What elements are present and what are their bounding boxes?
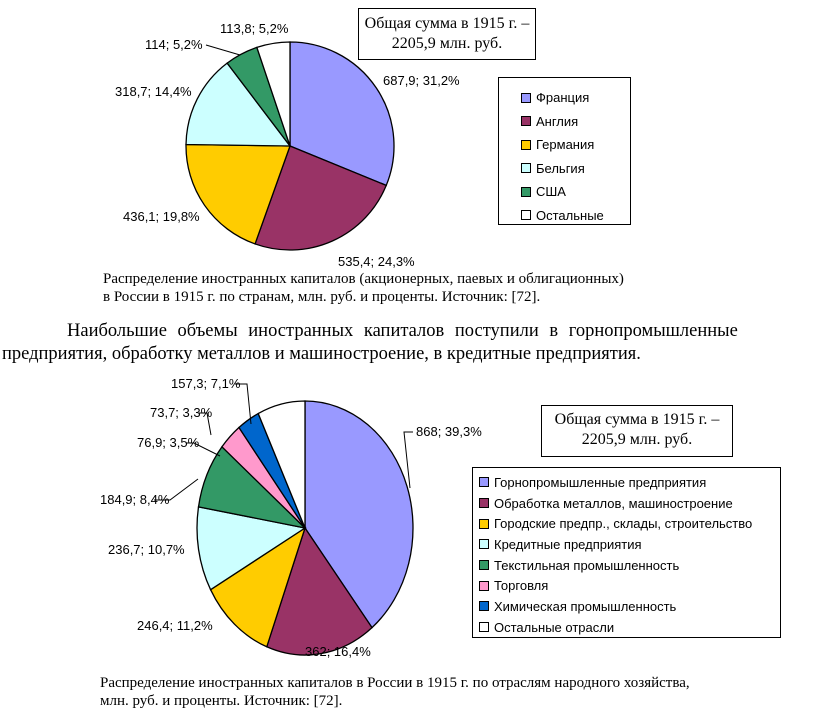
legend-swatch-icon xyxy=(479,580,489,591)
legend-item: Химическая промышленность xyxy=(479,596,780,617)
data-label: 73,7; 3,3% xyxy=(150,405,213,420)
leader-line xyxy=(403,431,413,489)
legend-label: Городские предпр., склады, строительство xyxy=(494,516,753,532)
pie-slice-2-8 xyxy=(257,400,306,529)
legend-label: Обработка металлов, машиностроение xyxy=(494,495,733,511)
legend-item: Остальные xyxy=(521,204,630,228)
legend-label: Бельгия xyxy=(536,160,585,176)
total-box-line: 2205,9 млн. руб. xyxy=(391,35,503,52)
legend-item: Бельгия xyxy=(521,157,630,181)
data-label: 868; 39,3% xyxy=(416,424,482,439)
data-label: 318,7; 14,4% xyxy=(115,84,192,99)
legend-item: Городские предпр., склады, строительство xyxy=(479,513,780,534)
legend-item: Германия xyxy=(521,133,630,157)
legend-label: Кредитные предприятия xyxy=(494,536,642,552)
pie-slice-1-2 xyxy=(254,145,388,251)
data-label: 157,3; 7,1% xyxy=(171,376,241,391)
legend-label: Германия xyxy=(536,137,595,153)
legend-label: Франция xyxy=(536,90,590,106)
legend-item: Остальные отрасли xyxy=(479,617,780,638)
legend-swatch-icon xyxy=(479,518,489,529)
leader-line xyxy=(205,44,241,56)
data-label: 687,9; 31,2% xyxy=(383,73,460,88)
data-label: 113,8; 5,2% xyxy=(220,21,289,36)
legend-item: Кредитные предприятия xyxy=(479,534,780,555)
legend-label: США xyxy=(536,184,566,200)
legend-swatch-icon xyxy=(479,560,489,571)
legend-item: США xyxy=(521,180,630,204)
total-box-line: 2205,9 млн. руб. xyxy=(581,431,693,448)
total-box-line: Общая сумма в 1915 г. – xyxy=(364,15,530,32)
data-label: 246,4; 11,2% xyxy=(137,618,213,633)
data-label: 236,7; 10,7% xyxy=(108,542,185,557)
data-label: 114; 5,2% xyxy=(145,37,203,52)
legend-swatch-icon xyxy=(479,622,489,633)
caption-line: Распределение иностранных капиталов в Ро… xyxy=(100,675,690,691)
pie-slice-1-4 xyxy=(185,62,292,147)
legend-item: Торговля xyxy=(479,575,780,596)
legend-label: Остальные отрасли xyxy=(494,619,615,635)
pie-slice-2-2 xyxy=(265,526,373,656)
pie-slice-1-3 xyxy=(185,143,291,245)
legend-label: Химическая промышленность xyxy=(494,598,677,614)
data-label: 362; 16,4% xyxy=(305,644,371,659)
pie-slice-2-4 xyxy=(196,506,307,591)
data-label: 184,9; 8,4% xyxy=(100,492,170,507)
legend-label: Англия xyxy=(536,113,579,129)
legend-swatch-icon xyxy=(521,163,531,174)
legend-swatch-icon xyxy=(521,186,531,197)
legend-label: Остальные xyxy=(536,207,604,223)
body-paragraph: Наибольшие объемы иностранных капиталов … xyxy=(0,320,805,366)
pie-slice-1-1 xyxy=(289,41,395,187)
legend-swatch-icon xyxy=(521,210,531,221)
pie-slice-2-3 xyxy=(209,526,307,648)
leader-line xyxy=(199,412,212,436)
caption-1: Распределение иностранных капиталов (акц… xyxy=(103,270,624,306)
caption-line: в России в 1915 г. по странам, млн. руб.… xyxy=(103,289,541,305)
legend-2: Горнопромышленные предприятия Обработка м… xyxy=(472,467,781,638)
total-box-2: Общая сумма в 1915 г. – 2205,9 млн. руб. xyxy=(541,405,733,457)
legend-1: Франция Англия Германия Бельгия США Остальные xyxy=(498,77,631,225)
pie-slice-1-6 xyxy=(256,41,291,147)
total-box-1: Общая сумма в 1915 г. – 2205,9 млн. руб. xyxy=(358,8,536,60)
legend-item: Горнопромышленные предприятия xyxy=(479,472,780,493)
total-box-line: Общая сумма в 1915 г. – xyxy=(554,411,720,428)
caption-2: Распределение иностранных капиталов в Ро… xyxy=(100,674,690,710)
leader-line xyxy=(186,442,221,457)
legend-swatch-icon xyxy=(521,116,531,127)
legend-item: Англия xyxy=(521,110,630,134)
leader-line xyxy=(154,478,199,501)
data-label: 535,4; 24,3% xyxy=(338,254,415,269)
pie-slice-2-1 xyxy=(304,400,414,629)
legend-label: Горнопромышленные предприятия xyxy=(494,474,707,490)
paragraph-line: Наибольшие объемы иностранных капиталов … xyxy=(67,321,738,341)
legend-label: Текстильная промышленность xyxy=(494,557,680,573)
legend-swatch-icon xyxy=(479,498,489,509)
legend-swatch-icon xyxy=(521,92,531,103)
caption-line: млн. руб. и проценты. Источник: [72]. xyxy=(100,693,343,709)
legend-item: Текстильная промышленность xyxy=(479,555,780,576)
legend-swatch-icon xyxy=(479,601,489,612)
paragraph-line: предприятия, обработку металлов и машино… xyxy=(2,344,641,364)
caption-line: Распределение иностранных капиталов (акц… xyxy=(103,271,624,287)
legend-swatch-icon xyxy=(479,539,489,550)
legend-label: Торговля xyxy=(494,578,549,594)
legend-item: Обработка металлов, машиностроение xyxy=(479,493,780,514)
legend-item: Франция xyxy=(521,86,630,110)
data-label: 76,9; 3,5% xyxy=(137,435,200,450)
legend-swatch-icon xyxy=(479,477,489,488)
data-label: 436,1; 19,8% xyxy=(123,209,200,224)
legend-swatch-icon xyxy=(521,139,531,150)
leader-line xyxy=(235,383,252,425)
